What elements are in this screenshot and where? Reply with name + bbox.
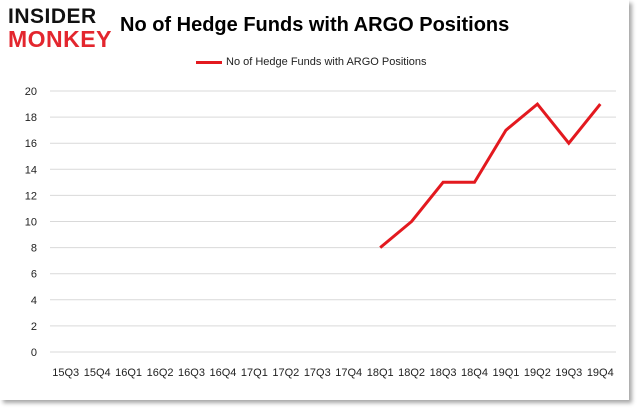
y-tick-label: 10 — [25, 217, 37, 229]
x-tick-label: 17Q4 — [335, 367, 362, 379]
x-tick-label: 19Q3 — [555, 367, 582, 379]
x-tick-label: 16Q1 — [115, 367, 142, 379]
series-group — [379, 101, 602, 249]
logo-bottom-text: MONKEY — [8, 26, 112, 52]
legend-label: No of Hedge Funds with ARGO Positions — [226, 56, 427, 69]
x-tick-label: 19Q4 — [587, 367, 614, 379]
y-tick-label: 14 — [25, 164, 37, 176]
x-axis-ticks: 15Q3 15Q4 16Q1 16Q2 16Q3 16Q4 17Q1 17Q2 17Q3 17Q4… — [52, 367, 613, 379]
y-tick-label: 2 — [31, 321, 37, 333]
x-tick-label: 17Q2 — [272, 367, 299, 379]
x-tick-label: 18Q2 — [398, 367, 425, 379]
x-tick-label: 19Q2 — [524, 367, 551, 379]
x-tick-label: 15Q3 — [52, 367, 79, 379]
series-line — [379, 101, 602, 249]
insider-monkey-logo: INSIDER MONKEY — [8, 6, 120, 52]
x-tick-label: 18Q3 — [430, 367, 457, 379]
x-tick-label: 19Q1 — [492, 367, 519, 379]
x-tick-label: 18Q1 — [367, 367, 394, 379]
y-tick-label: 18 — [25, 112, 37, 124]
y-tick-label: 16 — [25, 138, 37, 150]
x-tick-label: 17Q3 — [304, 367, 331, 379]
chart-title: No of Hedge Funds with ARGO Positions — [120, 14, 510, 36]
y-tick-label: 0 — [31, 347, 37, 359]
x-tick-label: 17Q1 — [241, 367, 268, 379]
x-tick-label: 16Q4 — [209, 367, 236, 379]
y-tick-label: 8 — [31, 243, 37, 255]
x-tick-label: 15Q4 — [84, 367, 111, 379]
y-tick-label: 20 — [25, 86, 37, 98]
y-tick-label: 4 — [31, 295, 37, 307]
x-tick-label: 18Q4 — [461, 367, 488, 379]
y-tick-label: 12 — [25, 190, 37, 202]
y-axis-ticks: 0 2 4 6 8 10 12 14 16 18 20 — [25, 86, 37, 359]
x-tick-label: 16Q3 — [178, 367, 205, 379]
legend-swatch — [196, 60, 222, 64]
grid-lines — [50, 90, 616, 353]
x-tick-label: 16Q2 — [147, 367, 174, 379]
chart-legend: No of Hedge Funds with ARGO Positions — [196, 56, 427, 72]
logo-top-text: INSIDER — [8, 5, 97, 28]
chart-frame — [0, 0, 629, 400]
y-tick-label: 6 — [31, 269, 37, 281]
